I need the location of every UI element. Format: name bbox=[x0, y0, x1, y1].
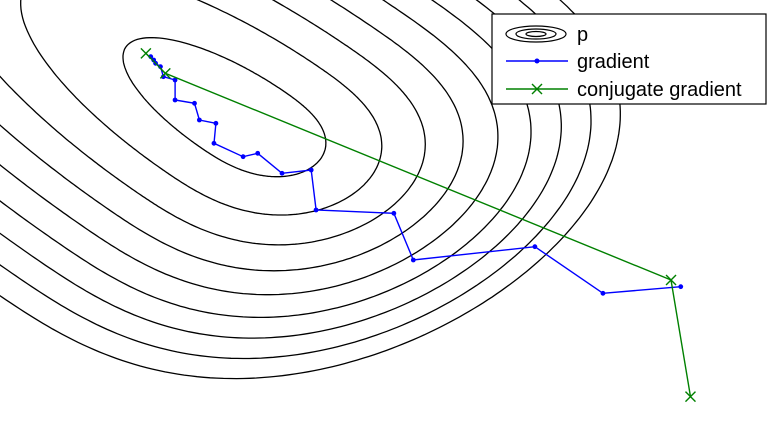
conjugate-gradient-line bbox=[145, 52, 692, 397]
legend-conjugate-gradient-icon bbox=[506, 83, 568, 95]
gradient-point bbox=[600, 290, 606, 296]
gradient-point bbox=[532, 244, 538, 250]
legend-label-gradient: gradient bbox=[577, 51, 650, 73]
contour-lines bbox=[0, 0, 621, 380]
contour-line bbox=[0, 0, 621, 380]
gradient-point bbox=[391, 210, 397, 216]
contour-line bbox=[122, 36, 327, 178]
gradient-point bbox=[313, 207, 319, 213]
gradient-point bbox=[172, 77, 178, 83]
contour-line bbox=[0, 0, 426, 246]
gradient-point bbox=[196, 117, 202, 123]
conjugate-gradient-point bbox=[140, 47, 152, 59]
contour-line bbox=[0, 0, 499, 296]
gradient-point bbox=[211, 140, 217, 146]
contour-line bbox=[0, 0, 464, 272]
gradient-point bbox=[308, 167, 314, 173]
contour-line bbox=[0, 0, 562, 339]
gradient-point bbox=[240, 154, 246, 160]
legend-gradient-icon bbox=[506, 58, 568, 64]
legend-label-conjugate-gradient: conjugate gradient bbox=[577, 79, 742, 101]
conjugate-gradient-point bbox=[684, 391, 696, 403]
gradient-point bbox=[410, 257, 416, 263]
gradient-point bbox=[213, 120, 219, 126]
contour-line bbox=[0, 0, 592, 360]
legend-label-p: p bbox=[577, 24, 588, 46]
conjugate-gradient-series bbox=[140, 47, 696, 403]
gradient-point bbox=[172, 97, 178, 103]
legend-contour-icon bbox=[505, 25, 567, 43]
gradient-point bbox=[160, 74, 166, 80]
gradient-point bbox=[151, 57, 157, 63]
gradient-point bbox=[255, 150, 261, 156]
gradient-point bbox=[279, 170, 285, 176]
conjugate-gradient-point bbox=[665, 274, 677, 286]
conjugate-gradient-point bbox=[159, 67, 171, 79]
gradient-point bbox=[678, 284, 684, 290]
legend: p gradient conjugate gradient bbox=[491, 13, 767, 105]
contour-line bbox=[20, 0, 383, 216]
contour-line bbox=[0, 0, 532, 319]
gradient-point bbox=[192, 100, 197, 106]
